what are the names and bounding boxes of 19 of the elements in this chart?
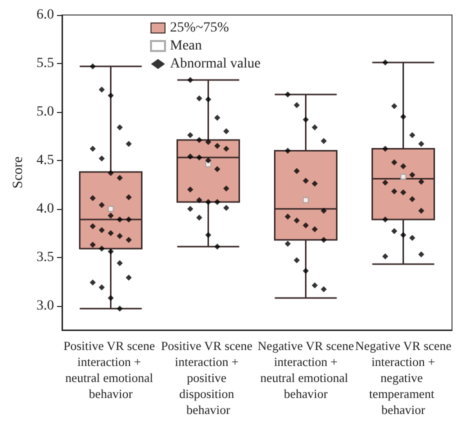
y-tick-label: 3.5 [36, 250, 54, 265]
legend-label: Mean [170, 38, 202, 54]
y-tick-label: 5.5 [36, 56, 54, 71]
y-tick-label: 5.0 [36, 104, 54, 120]
y-axis-title: Score [11, 156, 26, 188]
point [302, 197, 309, 204]
y-tick-label: 6.0 [36, 8, 54, 22]
legend-label: 25%~75% [170, 20, 230, 36]
point [400, 174, 406, 180]
point [205, 161, 212, 168]
x-tick-label: Positive VR scene interaction + neutral emotional behavior [63, 339, 158, 401]
x-tick-label: Negative VR scene interaction + neutral emotional behavior [258, 339, 354, 401]
y-tick-label: 3.0 [36, 298, 54, 314]
y-tick-label: 4.5 [36, 152, 54, 168]
legend-label: Abnormal value [170, 56, 261, 72]
point [108, 206, 114, 212]
x-tick-label: Positive VR scene interaction + positive disposition behavior [160, 339, 256, 417]
y-tick-label: 4.0 [36, 201, 54, 216]
x-tick-label: Negative VR scene interaction + negative temperament behavior [355, 339, 452, 417]
